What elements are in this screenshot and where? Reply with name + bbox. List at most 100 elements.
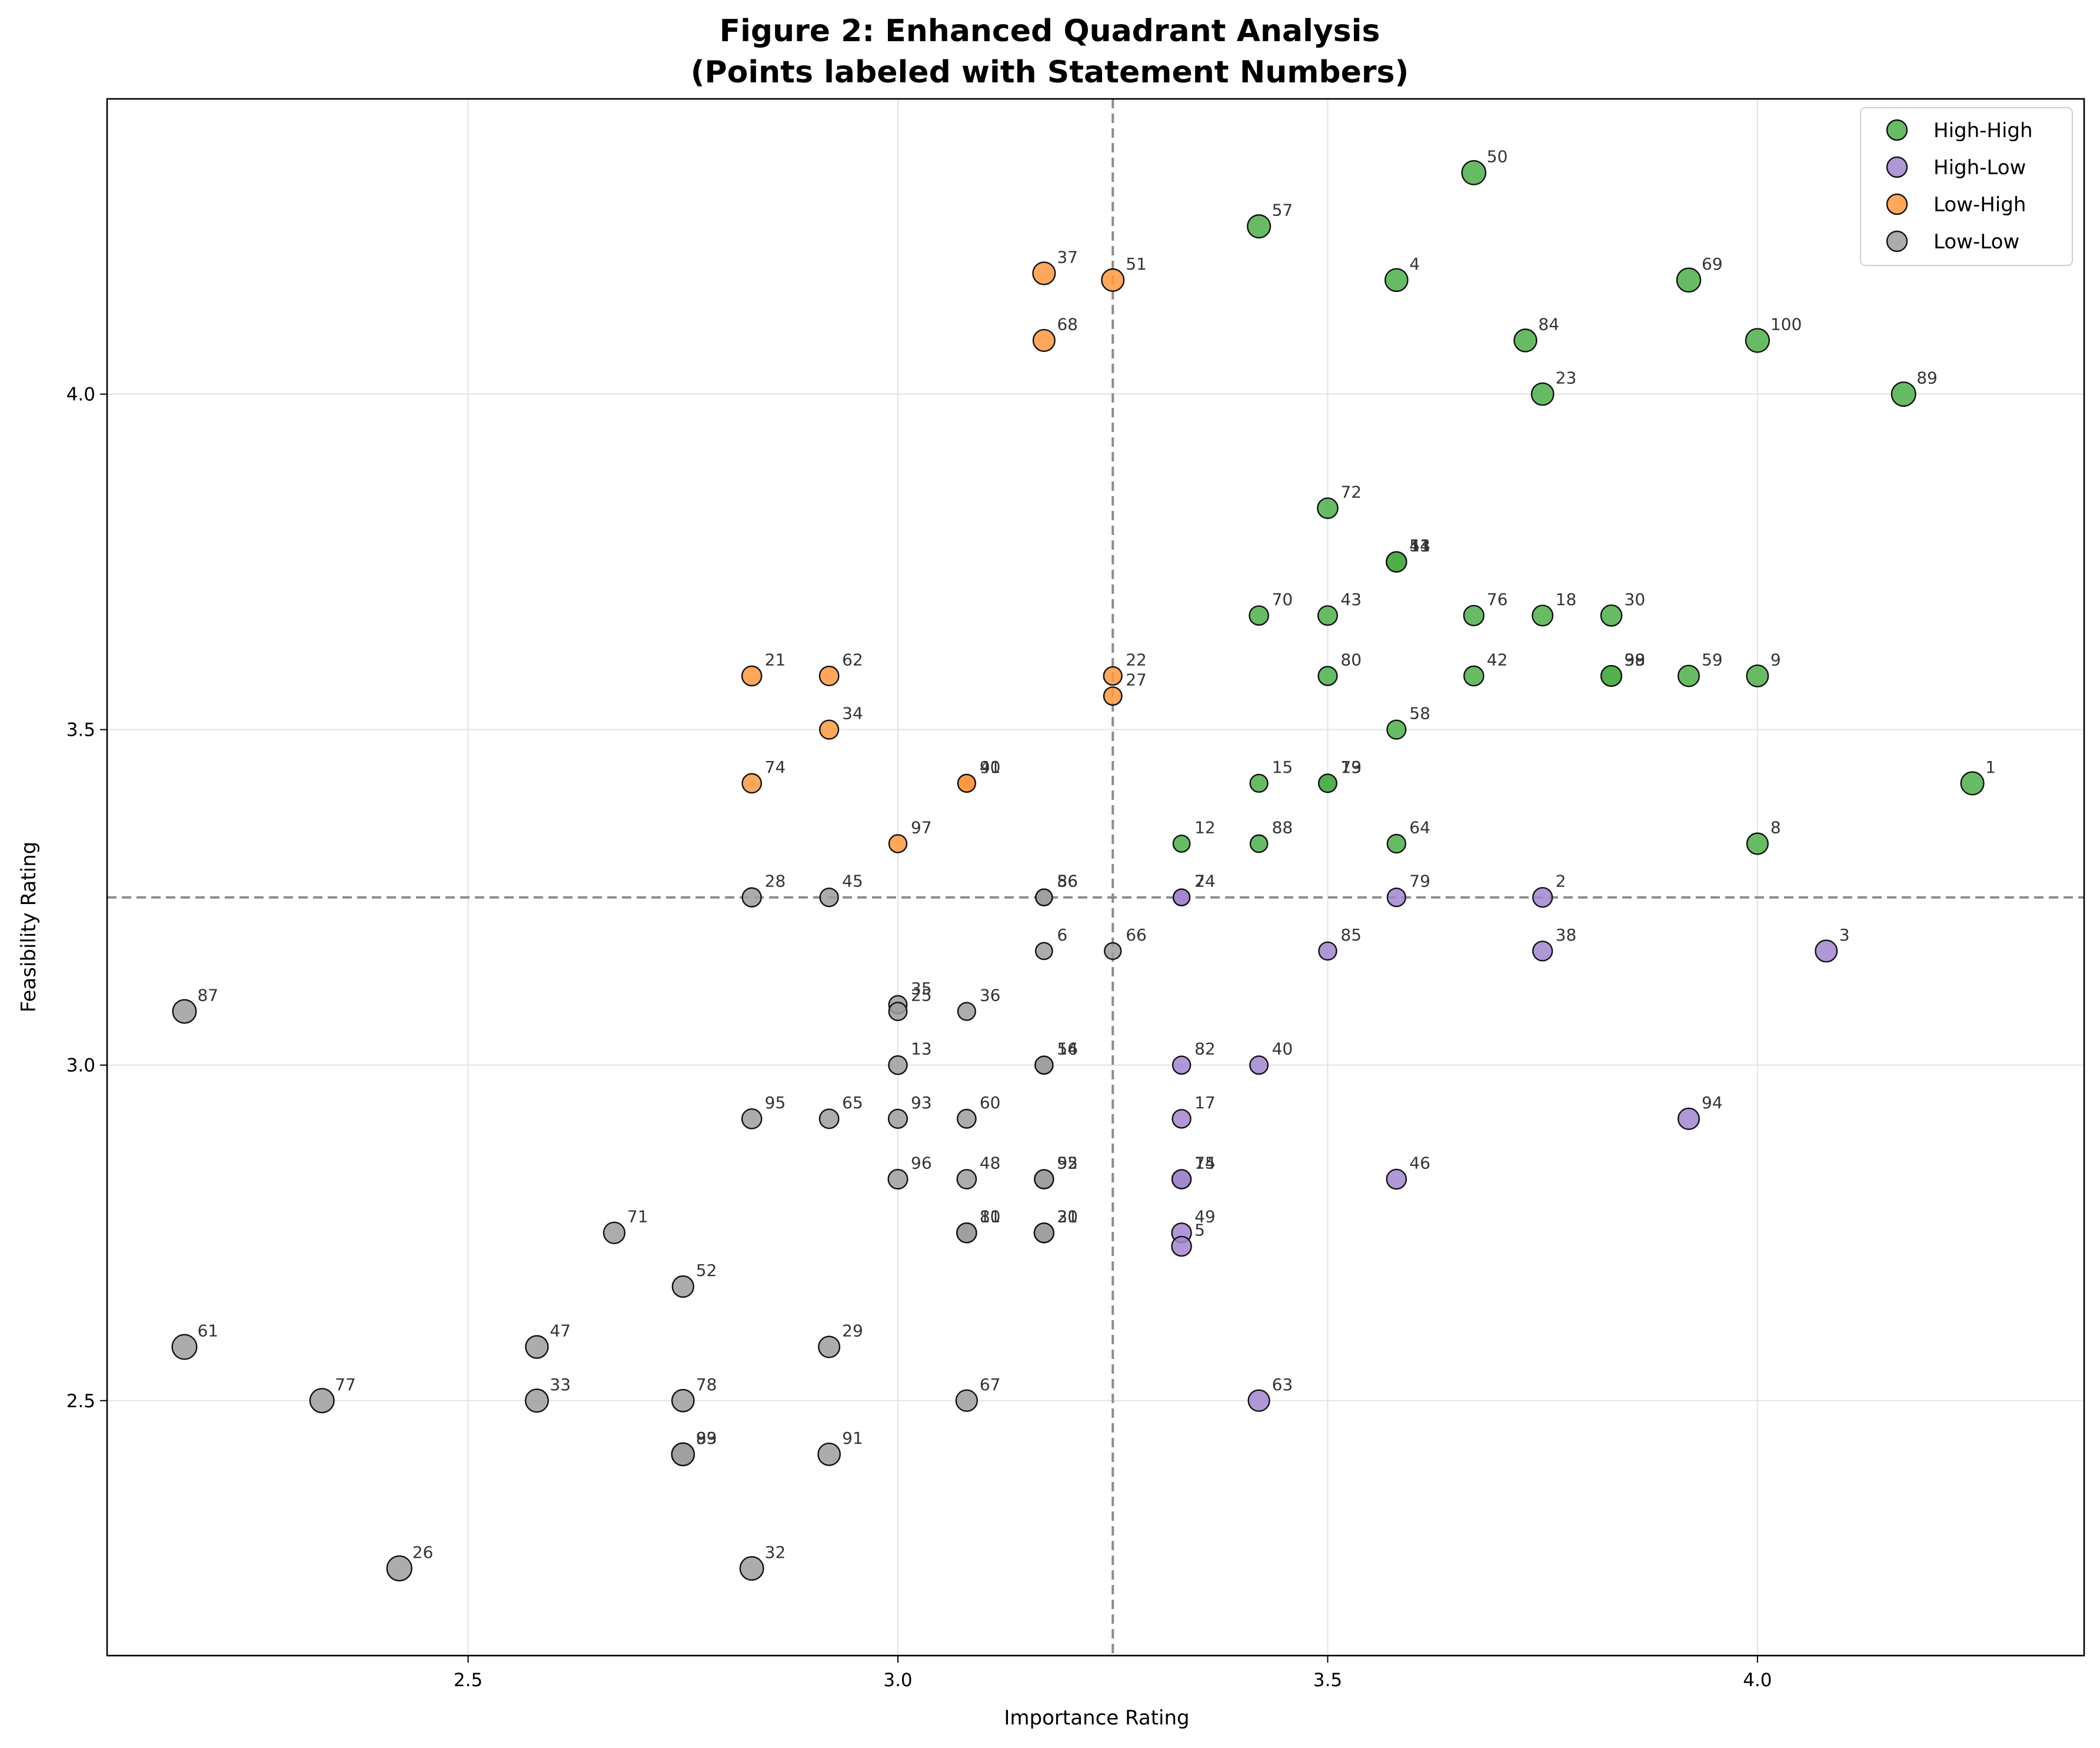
point-label: 38 bbox=[1556, 925, 1577, 945]
point-label: 20 bbox=[1057, 1207, 1078, 1227]
scatter-point bbox=[741, 1108, 763, 1129]
point-label: 73 bbox=[1340, 757, 1362, 777]
point-label: 34 bbox=[842, 704, 863, 723]
point-label: 97 bbox=[911, 817, 932, 837]
scatter-point bbox=[819, 888, 839, 908]
scatter-point bbox=[1960, 771, 1985, 796]
scatter-point bbox=[957, 773, 976, 793]
scatter-point bbox=[1034, 1169, 1054, 1189]
scatter-point bbox=[1532, 887, 1553, 908]
legend-entry-label: Low-High bbox=[1933, 193, 2026, 217]
point-label: 41 bbox=[980, 757, 1001, 777]
scatter-point bbox=[818, 1108, 840, 1129]
point-label: 68 bbox=[1057, 314, 1078, 334]
scatter-point bbox=[1249, 773, 1269, 793]
point-label: 84 bbox=[1538, 314, 1559, 334]
scatter-point bbox=[671, 1442, 695, 1467]
point-label: 43 bbox=[1340, 590, 1362, 609]
point-label: 82 bbox=[1194, 1039, 1216, 1059]
point-label: 31 bbox=[1057, 1207, 1078, 1227]
point-label: 44 bbox=[1409, 536, 1430, 556]
scatter-point bbox=[1172, 835, 1191, 853]
scatter-point bbox=[1386, 888, 1406, 908]
scatter-point bbox=[1463, 604, 1485, 627]
scatter-point bbox=[171, 1334, 198, 1360]
scatter-point bbox=[1171, 1235, 1192, 1257]
point-label: 42 bbox=[1487, 650, 1508, 669]
legend-marker bbox=[1886, 193, 1908, 215]
point-label: 18 bbox=[1556, 590, 1577, 609]
scatter-point bbox=[957, 1002, 976, 1021]
scatter-point bbox=[1532, 941, 1553, 962]
point-label: 70 bbox=[1272, 590, 1293, 609]
point-label: 76 bbox=[1487, 590, 1508, 609]
point-label: 3 bbox=[1839, 925, 1850, 945]
point-label: 26 bbox=[412, 1543, 434, 1562]
scatter-point bbox=[1600, 604, 1623, 627]
scatter-point bbox=[1034, 942, 1053, 961]
scatter-point bbox=[888, 1002, 908, 1021]
legend-marker bbox=[1886, 156, 1908, 178]
point-label: 59 bbox=[1702, 650, 1723, 669]
point-label: 35 bbox=[911, 979, 932, 998]
scatter-point bbox=[603, 1221, 626, 1244]
scatter-point bbox=[386, 1555, 412, 1581]
legend-marker bbox=[1886, 119, 1908, 141]
x-tick-label: 3.0 bbox=[883, 1670, 912, 1691]
point-label: 47 bbox=[550, 1321, 571, 1341]
scatter-point bbox=[1317, 666, 1338, 686]
scatter-point bbox=[741, 665, 763, 687]
point-label: 62 bbox=[842, 650, 863, 669]
point-label: 95 bbox=[765, 1093, 786, 1112]
point-label: 78 bbox=[696, 1375, 717, 1394]
scatter-point bbox=[1386, 551, 1407, 573]
point-label: 69 bbox=[1702, 254, 1723, 274]
point-label: 56 bbox=[1057, 872, 1078, 891]
point-label: 39 bbox=[1625, 650, 1646, 669]
point-label: 8 bbox=[1770, 817, 1781, 837]
point-label: 33 bbox=[550, 1375, 571, 1394]
scatter-point bbox=[1034, 1055, 1054, 1075]
point-label: 37 bbox=[1057, 247, 1078, 267]
scatter-point bbox=[1461, 160, 1487, 185]
point-label: 80 bbox=[1340, 650, 1362, 669]
point-label: 10 bbox=[980, 1207, 1001, 1227]
point-label: 15 bbox=[1272, 757, 1293, 777]
point-label: 27 bbox=[1126, 670, 1147, 690]
scatter-point bbox=[1386, 833, 1406, 854]
point-label: 5 bbox=[1194, 1221, 1205, 1240]
point-label: 49 bbox=[1194, 1207, 1216, 1227]
point-label: 9 bbox=[1770, 650, 1781, 669]
x-axis-label: Importance Rating bbox=[1004, 1706, 1189, 1730]
scatter-point bbox=[956, 1169, 977, 1189]
scatter-point bbox=[1463, 665, 1485, 687]
x-tick-label: 2.5 bbox=[454, 1670, 482, 1691]
point-label: 66 bbox=[1126, 925, 1147, 945]
point-label: 71 bbox=[627, 1207, 648, 1227]
point-label: 11 bbox=[1409, 536, 1430, 556]
point-label: 51 bbox=[1126, 254, 1147, 274]
scatter-points bbox=[171, 160, 1985, 1581]
point-label: 99 bbox=[696, 1428, 717, 1448]
point-label: 100 bbox=[1770, 314, 1802, 334]
scatter-point bbox=[819, 719, 840, 740]
point-label: 77 bbox=[335, 1375, 356, 1394]
point-label: 46 bbox=[1409, 1154, 1430, 1173]
point-label: 79 bbox=[1409, 872, 1430, 891]
point-label: 74 bbox=[765, 757, 786, 777]
point-label: 75 bbox=[1194, 1154, 1216, 1173]
scatter-point bbox=[888, 834, 908, 853]
point-label: 96 bbox=[911, 1154, 932, 1173]
point-label: 55 bbox=[1057, 1154, 1078, 1173]
point-label: 52 bbox=[696, 1261, 717, 1280]
scatter-point bbox=[671, 1275, 694, 1298]
point-label: 63 bbox=[1272, 1375, 1293, 1394]
scatter-point bbox=[1532, 604, 1554, 627]
scatter-point bbox=[1677, 664, 1700, 687]
point-label: 90 bbox=[980, 757, 1001, 777]
point-label: 98 bbox=[1625, 650, 1646, 669]
point-label: 45 bbox=[842, 872, 863, 891]
